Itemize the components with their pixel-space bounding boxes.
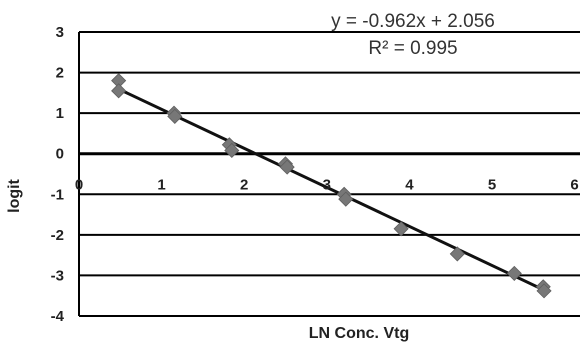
y-tick-label: 2 [56,65,64,82]
data-point [338,191,354,207]
x-tick-label: 5 [488,177,496,194]
y-tick-label: -2 [51,227,64,244]
y-tick-label: 0 [56,146,64,163]
x-tick-label: 6 [570,177,578,194]
y-tick-label: -3 [51,267,64,284]
data-point [224,142,240,159]
x-tick-label: 3 [323,177,331,194]
data-point [506,265,522,281]
r-squared-label: R² = 0.995 [368,38,457,59]
x-tick-label: 4 [405,177,414,194]
data-point [167,108,183,124]
data-point [536,283,552,299]
data-point [449,246,465,262]
y-tick-label: 3 [56,24,64,41]
x-tick-label: 2 [240,177,248,194]
y-tick-label: -1 [51,186,64,203]
data-point [111,83,127,99]
trendline [115,86,548,293]
y-tick-label: 1 [56,105,64,122]
y-axis-title: logit [6,178,23,212]
x-axis-title: LN Conc. Vtg [309,325,409,342]
x-tick-label: 1 [157,177,165,194]
x-tick-label: 0 [75,177,83,194]
data-point [393,221,409,237]
y-tick-label: -4 [51,308,65,325]
equation-label: y = -0.962x + 2.056 [331,11,495,32]
data-point [279,159,295,175]
